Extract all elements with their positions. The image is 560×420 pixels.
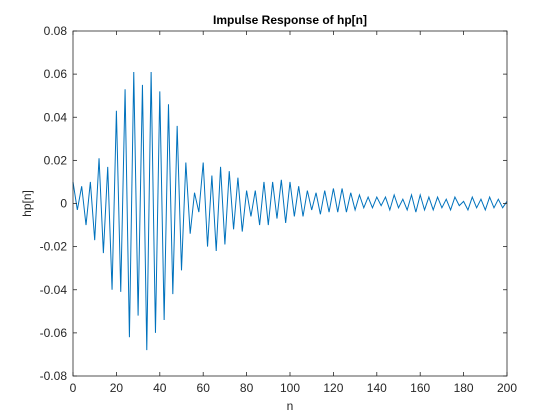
y-tick-label: 0.08 <box>44 24 68 38</box>
chart-title: Impulse Response of hp[n] <box>213 13 367 27</box>
y-axis-label: hp[n] <box>20 190 34 217</box>
x-tick-label: 60 <box>197 381 211 395</box>
y-tick-label: -0.02 <box>40 240 68 254</box>
y-tick-label: 0.04 <box>44 110 68 124</box>
y-tick-label: -0.04 <box>40 283 68 297</box>
x-tick-label: 160 <box>410 381 430 395</box>
x-tick-label: 20 <box>110 381 124 395</box>
x-axis-label: n <box>287 399 294 413</box>
y-tick-label: 0 <box>60 197 67 211</box>
x-tick-label: 140 <box>367 381 387 395</box>
y-tick-label: -0.08 <box>40 369 68 383</box>
x-axis: 0 20 40 60 80 100 120 140 160 180 200 <box>70 31 517 395</box>
y-axis: -0.08 -0.06 -0.04 -0.02 0 0.02 0.04 0.06 0.08 <box>40 24 507 383</box>
x-tick-label: 180 <box>454 381 474 395</box>
x-tick-label: 200 <box>497 381 517 395</box>
y-tick-label: 0.06 <box>44 67 68 81</box>
x-tick-label: 40 <box>153 381 167 395</box>
x-tick-label: 120 <box>323 381 343 395</box>
plot-area <box>73 31 507 376</box>
y-tick-label: 0.02 <box>44 153 68 167</box>
x-tick-label: 80 <box>240 381 254 395</box>
x-tick-label: 100 <box>280 381 300 395</box>
y-tick-label: -0.06 <box>40 326 68 340</box>
series-line <box>72 71 508 351</box>
x-tick-label: 0 <box>70 381 77 395</box>
